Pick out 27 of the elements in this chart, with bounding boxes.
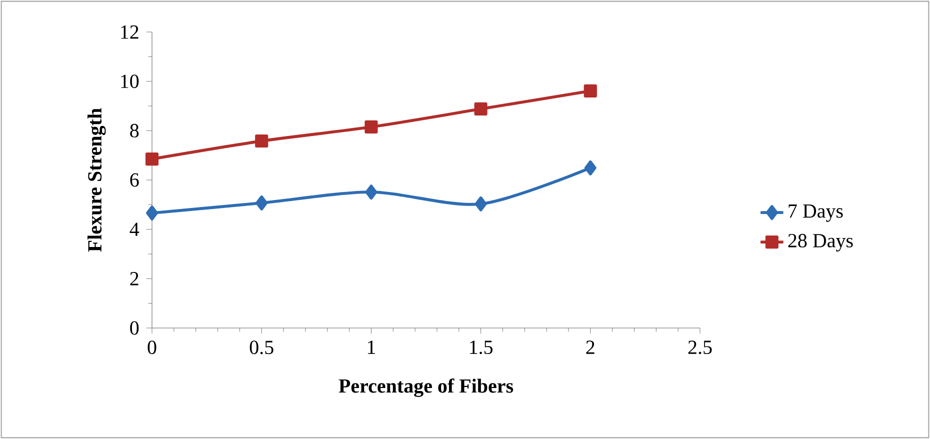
- point: [474, 102, 488, 116]
- legend-label: 7 Days: [788, 204, 843, 222]
- y-tick-label: 0: [130, 321, 139, 335]
- point: [474, 196, 487, 212]
- y-tick-label: 8: [130, 124, 139, 138]
- y-axis-title: Flexure Strength: [88, 108, 106, 252]
- x-tick-label: 2.5: [688, 340, 712, 354]
- y-tick-label: 12: [121, 25, 138, 39]
- x-tick-label: 1: [368, 340, 376, 354]
- point: [145, 152, 159, 166]
- point: [146, 206, 158, 221]
- point: [256, 195, 268, 210]
- point: [365, 184, 378, 200]
- x-axis-title: Percentage of Fibers: [338, 378, 514, 397]
- point: [584, 160, 596, 176]
- point: [255, 134, 268, 148]
- x-tick-label: 2: [586, 340, 594, 354]
- point: [584, 84, 597, 98]
- y-tick-label: 4: [130, 222, 140, 236]
- y-tick-label: 6: [130, 173, 139, 187]
- x-tick-label: 0.5: [250, 340, 274, 354]
- x-tick-label: 0: [148, 340, 156, 354]
- point: [364, 120, 378, 134]
- legend-label: 28 Days: [788, 234, 853, 252]
- x-tick-label: 1.5: [470, 340, 493, 354]
- y-tick-label: 2: [130, 272, 138, 286]
- y-tick-label: 10: [121, 74, 139, 88]
